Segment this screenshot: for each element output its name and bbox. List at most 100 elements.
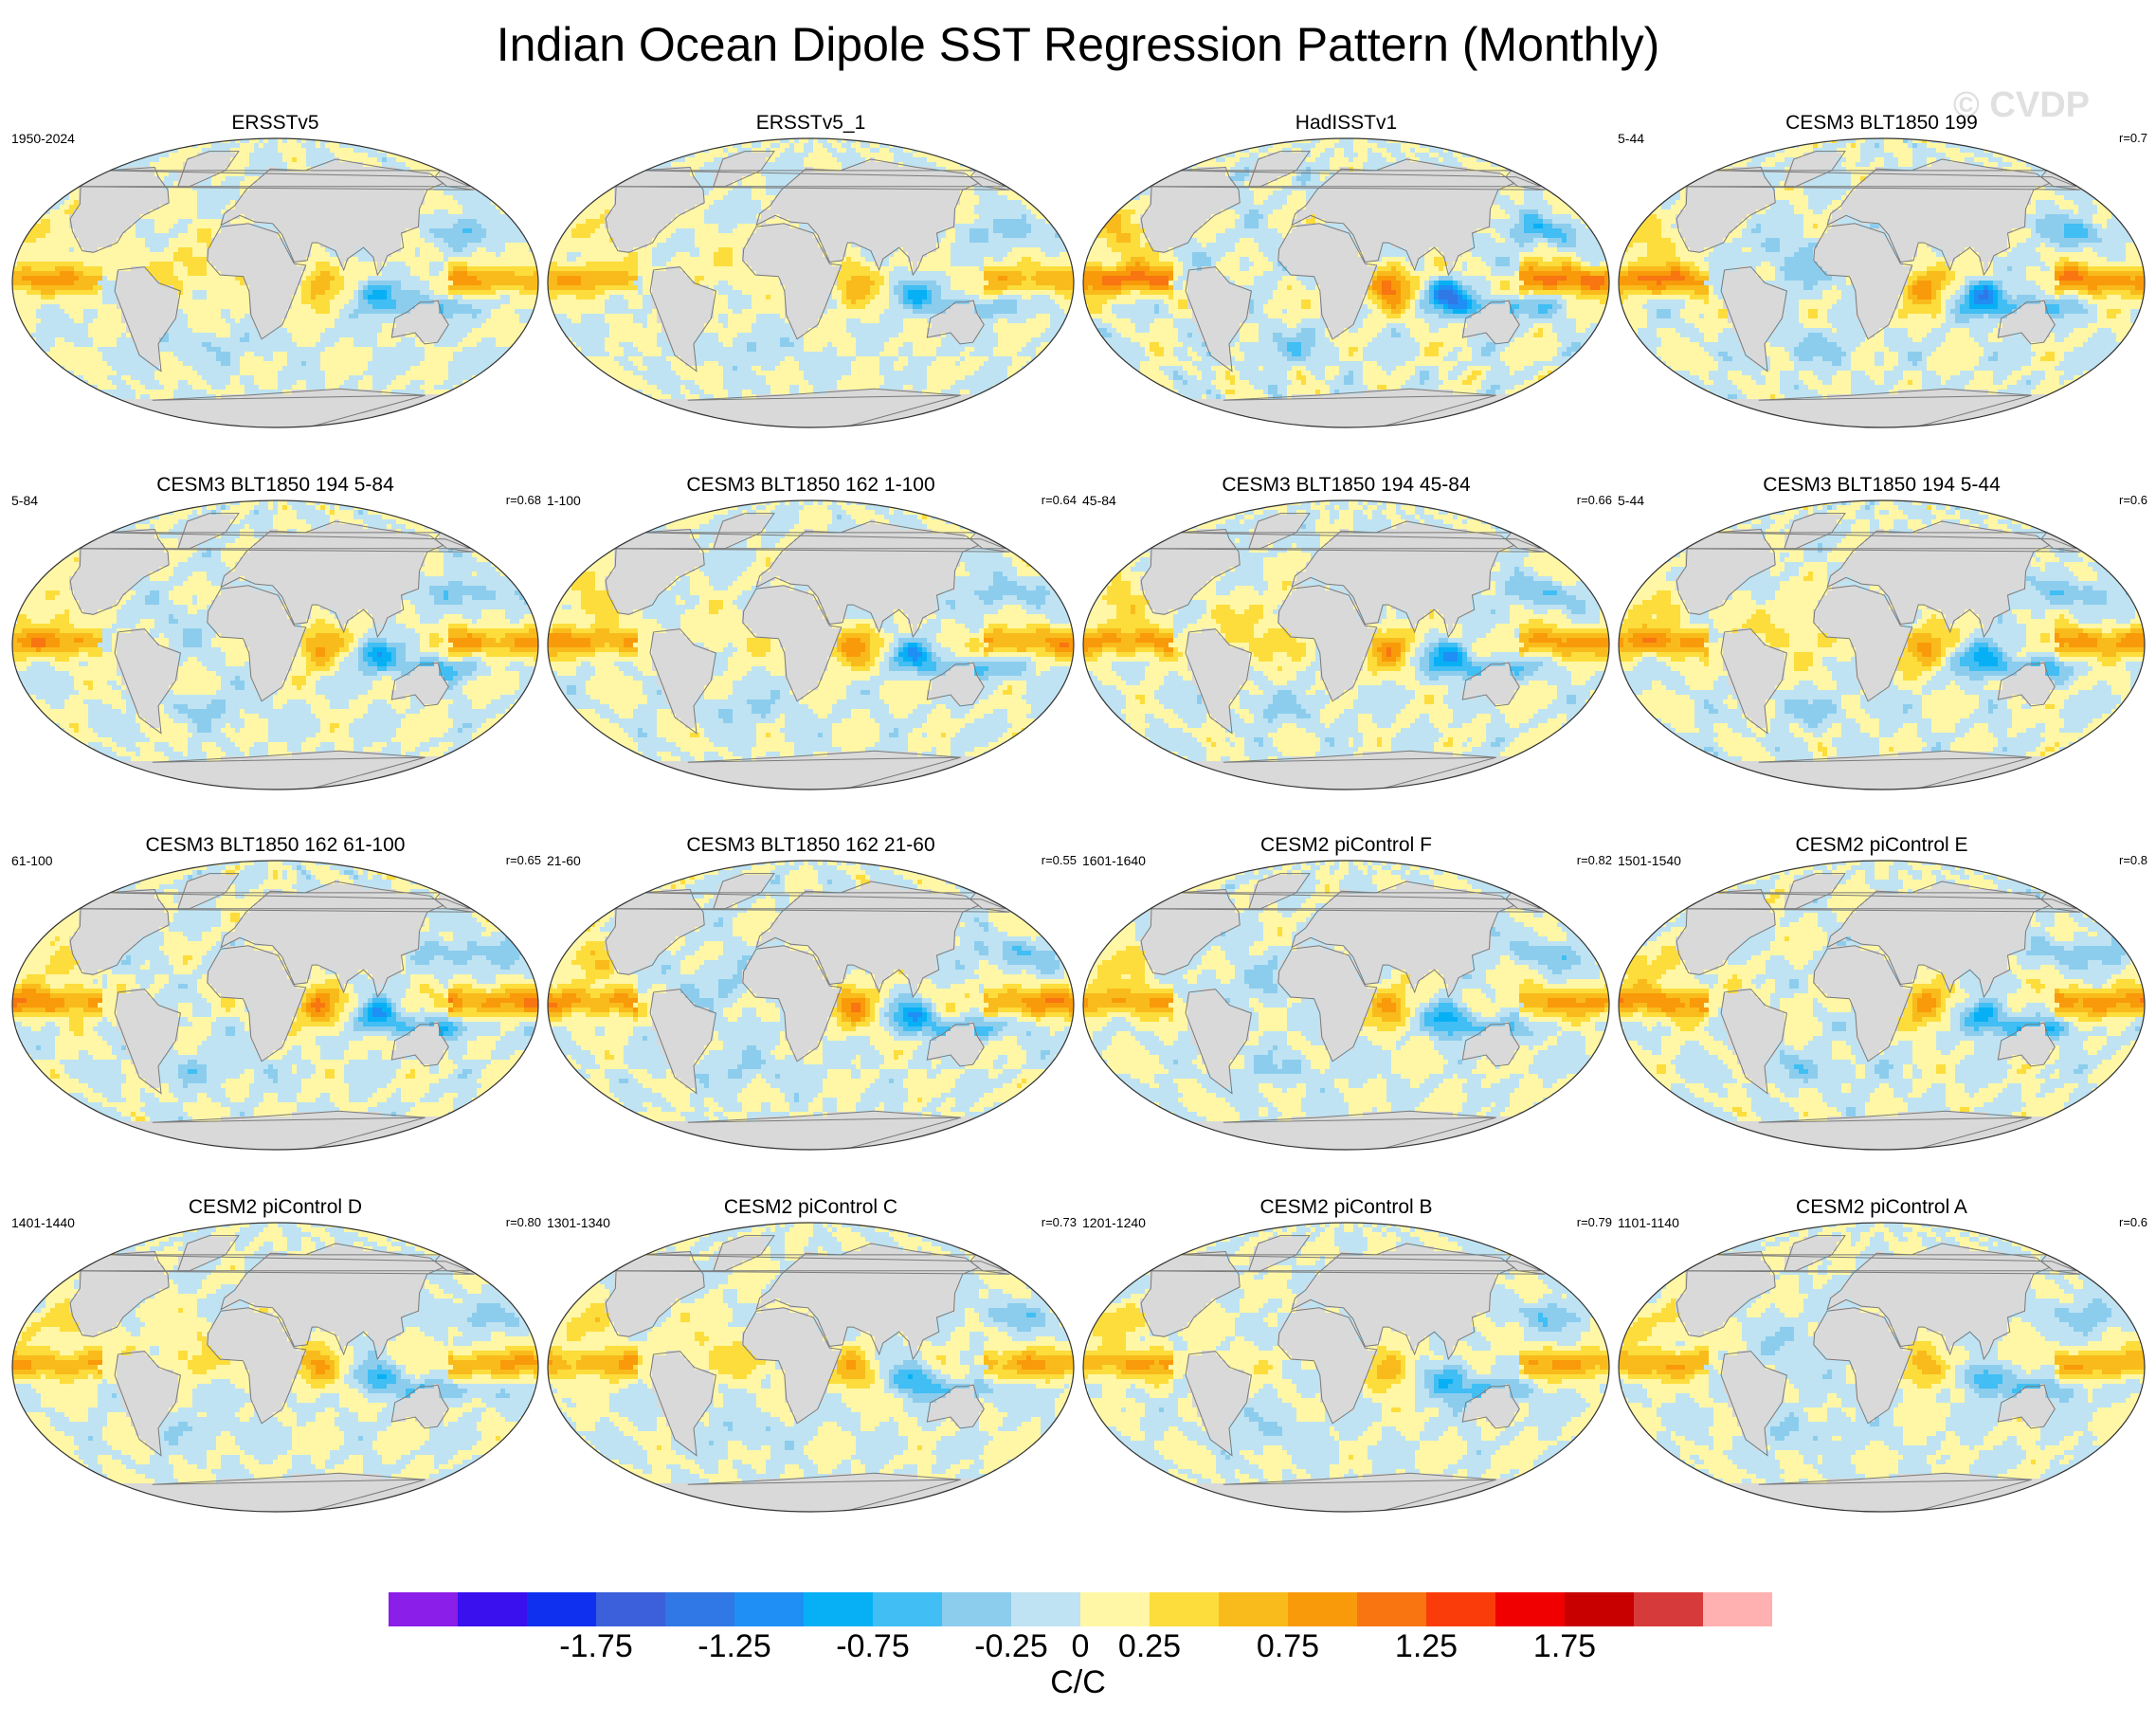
panel-period: 1601-1640	[1082, 853, 1146, 868]
sst-field	[1619, 138, 2146, 428]
map-panel: CESM2 piControl A 1101-1140 r=0.6	[1614, 1196, 2149, 1552]
map-canvas	[543, 474, 1078, 829]
panel-correlation: r=0.6	[2119, 1215, 2147, 1229]
panel-correlation: r=0.65	[506, 853, 541, 867]
sst-field	[1619, 500, 2146, 790]
panel-correlation: r=0.55	[1042, 853, 1077, 867]
colorbar-tick-label: -0.75	[836, 1628, 910, 1665]
panel-title: CESM2 piControl E	[1614, 834, 2149, 857]
map-panel: CESM2 piControl D 1401-1440 r=0.80	[8, 1196, 543, 1552]
map-panel: ERSSTv5 1950-2024	[8, 112, 543, 467]
map-panel: CESM2 piControl B 1201-1240 r=0.79	[1078, 1196, 1614, 1552]
panel-title: HadISSTv1	[1078, 112, 1614, 135]
colorbar-box	[458, 1592, 527, 1626]
panel-period: 5-44	[1618, 131, 1644, 146]
colorbar-box	[1426, 1592, 1495, 1626]
panel-correlation: r=0.66	[1577, 493, 1612, 507]
colorbar-tick-label: 0	[1072, 1628, 1090, 1665]
colorbar-box	[942, 1592, 1011, 1626]
map-canvas	[8, 112, 543, 467]
sst-field	[548, 138, 1075, 428]
panel-period: 1401-1440	[11, 1215, 75, 1230]
sst-field	[1083, 500, 1610, 790]
panel-correlation: r=0.8	[2119, 853, 2147, 867]
colorbar-box	[1011, 1592, 1080, 1626]
panel-title: CESM3 BLT1850 162 1-100	[543, 474, 1078, 497]
colorbar-box	[389, 1592, 458, 1626]
colorbar-tick-label: 0.25	[1118, 1628, 1181, 1665]
panel-title: ERSSTv5_1	[543, 112, 1078, 135]
sst-field	[1083, 861, 1610, 1151]
map-panel: CESM3 BLT1850 162 21-60 21-60 r=0.55	[543, 834, 1078, 1189]
map-canvas	[543, 834, 1078, 1189]
panel-period: 5-84	[11, 493, 38, 508]
colorbar	[389, 1592, 1772, 1626]
panel-title: CESM3 BLT1850 194 5-84	[8, 474, 543, 497]
colorbar-box	[596, 1592, 665, 1626]
panel-title: CESM2 piControl C	[543, 1196, 1078, 1219]
colorbar-box	[1703, 1592, 1772, 1626]
panel-title: CESM3 BLT1850 199	[1614, 112, 2149, 135]
sst-field	[1083, 138, 1610, 428]
sst-field	[12, 138, 539, 428]
colorbar-box	[1565, 1592, 1634, 1626]
colorbar-box	[1357, 1592, 1426, 1626]
map-canvas	[8, 1196, 543, 1552]
panel-period: 45-84	[1082, 493, 1116, 508]
panel-period: 1101-1140	[1618, 1215, 1679, 1230]
map-canvas	[8, 474, 543, 829]
map-canvas	[1078, 834, 1614, 1189]
panel-period: 1950-2024	[11, 131, 75, 146]
colorbar-tick-label: -1.75	[559, 1628, 633, 1665]
colorbar-tick-label: -0.25	[974, 1628, 1048, 1665]
map-panel: ERSSTv5_1	[543, 112, 1078, 467]
sst-field	[1083, 1223, 1610, 1513]
panel-period: 1301-1340	[547, 1215, 610, 1230]
colorbar-box	[665, 1592, 734, 1626]
map-panel: CESM3 BLT1850 162 1-100 1-100 r=0.64	[543, 474, 1078, 829]
colorbar-box	[1080, 1592, 1150, 1626]
map-canvas	[8, 834, 543, 1189]
map-canvas	[1614, 1196, 2149, 1552]
panel-correlation: r=0.82	[1577, 853, 1612, 867]
sst-field	[12, 500, 539, 790]
colorbar-box	[804, 1592, 873, 1626]
map-canvas	[1078, 1196, 1614, 1552]
panel-title: CESM2 piControl B	[1078, 1196, 1614, 1219]
panel-title: CESM2 piControl D	[8, 1196, 543, 1219]
panel-title: CESM3 BLT1850 194 45-84	[1078, 474, 1614, 497]
map-canvas	[543, 112, 1078, 467]
colorbar-box	[1495, 1592, 1565, 1626]
panel-period: 1501-1540	[1618, 853, 1681, 868]
panel-period: 1-100	[547, 493, 581, 508]
colorbar-box	[1634, 1592, 1703, 1626]
map-panel: CESM2 piControl C 1301-1340 r=0.73	[543, 1196, 1078, 1552]
panel-title: CESM3 BLT1850 194 5-44	[1614, 474, 2149, 497]
panel-correlation: r=0.80	[506, 1215, 541, 1229]
map-panel: HadISSTv1	[1078, 112, 1614, 467]
colorbar-box	[1219, 1592, 1288, 1626]
map-panel: CESM2 piControl E 1501-1540 r=0.8	[1614, 834, 2149, 1189]
panel-period: 5-44	[1618, 493, 1644, 508]
panel-correlation: r=0.6	[2119, 493, 2147, 507]
panel-period: 61-100	[11, 853, 53, 868]
map-panel: CESM3 BLT1850 194 5-44 5-44 r=0.6	[1614, 474, 2149, 829]
sst-field	[548, 861, 1075, 1151]
colorbar-unit: C/C	[0, 1664, 2156, 1701]
sst-field	[548, 1223, 1075, 1513]
map-canvas	[1614, 474, 2149, 829]
colorbar-box	[527, 1592, 596, 1626]
panel-correlation: r=0.64	[1042, 493, 1077, 507]
colorbar-box	[1150, 1592, 1219, 1626]
map-panel: CESM3 BLT1850 194 5-84 5-84 r=0.68	[8, 474, 543, 829]
colorbar-box	[873, 1592, 942, 1626]
panel-title: ERSSTv5	[8, 112, 543, 135]
map-canvas	[1614, 112, 2149, 467]
figure-title: Indian Ocean Dipole SST Regression Patte…	[0, 17, 2156, 72]
colorbar-tick-label: -1.25	[698, 1628, 771, 1665]
colorbar-tick-label: 1.25	[1395, 1628, 1458, 1665]
panel-title: CESM3 BLT1850 162 21-60	[543, 834, 1078, 857]
map-panel: CESM3 BLT1850 199 5-44 r=0.7	[1614, 112, 2149, 467]
map-panel: CESM2 piControl F 1601-1640 r=0.82	[1078, 834, 1614, 1189]
